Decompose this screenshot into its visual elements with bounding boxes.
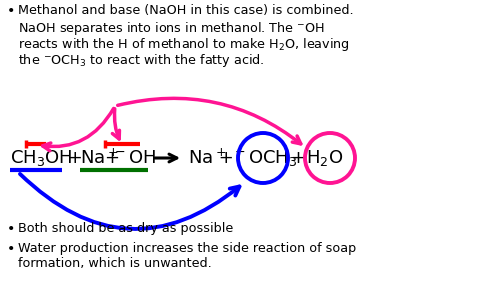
Text: $^-$OCH$_3$: $^-$OCH$_3$ — [232, 148, 298, 168]
Text: Both should be as dry as possible: Both should be as dry as possible — [18, 222, 233, 235]
Text: +: + — [213, 149, 234, 167]
Text: •: • — [7, 222, 16, 236]
Text: H$_2$O: H$_2$O — [306, 148, 344, 168]
Text: NaOH separates into ions in methanol. The $^{-}$OH: NaOH separates into ions in methanol. Th… — [18, 20, 325, 37]
Text: Water production increases the side reaction of soap
formation, which is unwante: Water production increases the side reac… — [18, 242, 356, 270]
Text: $^-$OH: $^-$OH — [112, 149, 156, 167]
Text: Na$^+$: Na$^+$ — [80, 148, 118, 168]
Text: Methanol and base (NaOH in this case) is combined.: Methanol and base (NaOH in this case) is… — [18, 4, 353, 17]
Text: +: + — [62, 149, 88, 167]
Text: •: • — [7, 242, 16, 256]
Text: +: + — [290, 149, 305, 167]
Text: Na$^+$: Na$^+$ — [188, 148, 226, 168]
Text: the $^{-}$OCH$_3$ to react with the fatty acid.: the $^{-}$OCH$_3$ to react with the fatt… — [18, 52, 264, 69]
Text: •: • — [7, 4, 16, 18]
Text: CH$_3$OH: CH$_3$OH — [10, 148, 72, 168]
Text: +: + — [104, 149, 119, 167]
Text: reacts with the H of methanol to make H$_2$O, leaving: reacts with the H of methanol to make H$… — [18, 36, 350, 53]
